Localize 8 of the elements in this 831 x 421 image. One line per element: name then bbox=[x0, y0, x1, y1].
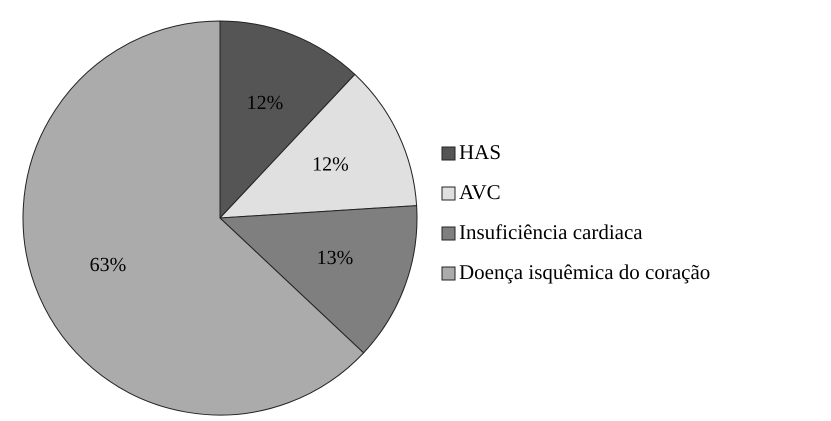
legend-label: Doença isquêmica do coração bbox=[459, 260, 710, 284]
legend-label: AVC bbox=[459, 180, 501, 204]
legend-label: HAS bbox=[459, 140, 502, 164]
data-label: 13% bbox=[316, 246, 354, 269]
legend-label: Insuficiência cardiaca bbox=[459, 220, 644, 244]
data-label: 63% bbox=[90, 254, 126, 276]
data-label: 12% bbox=[312, 154, 349, 176]
data-label: 12% bbox=[246, 92, 284, 114]
